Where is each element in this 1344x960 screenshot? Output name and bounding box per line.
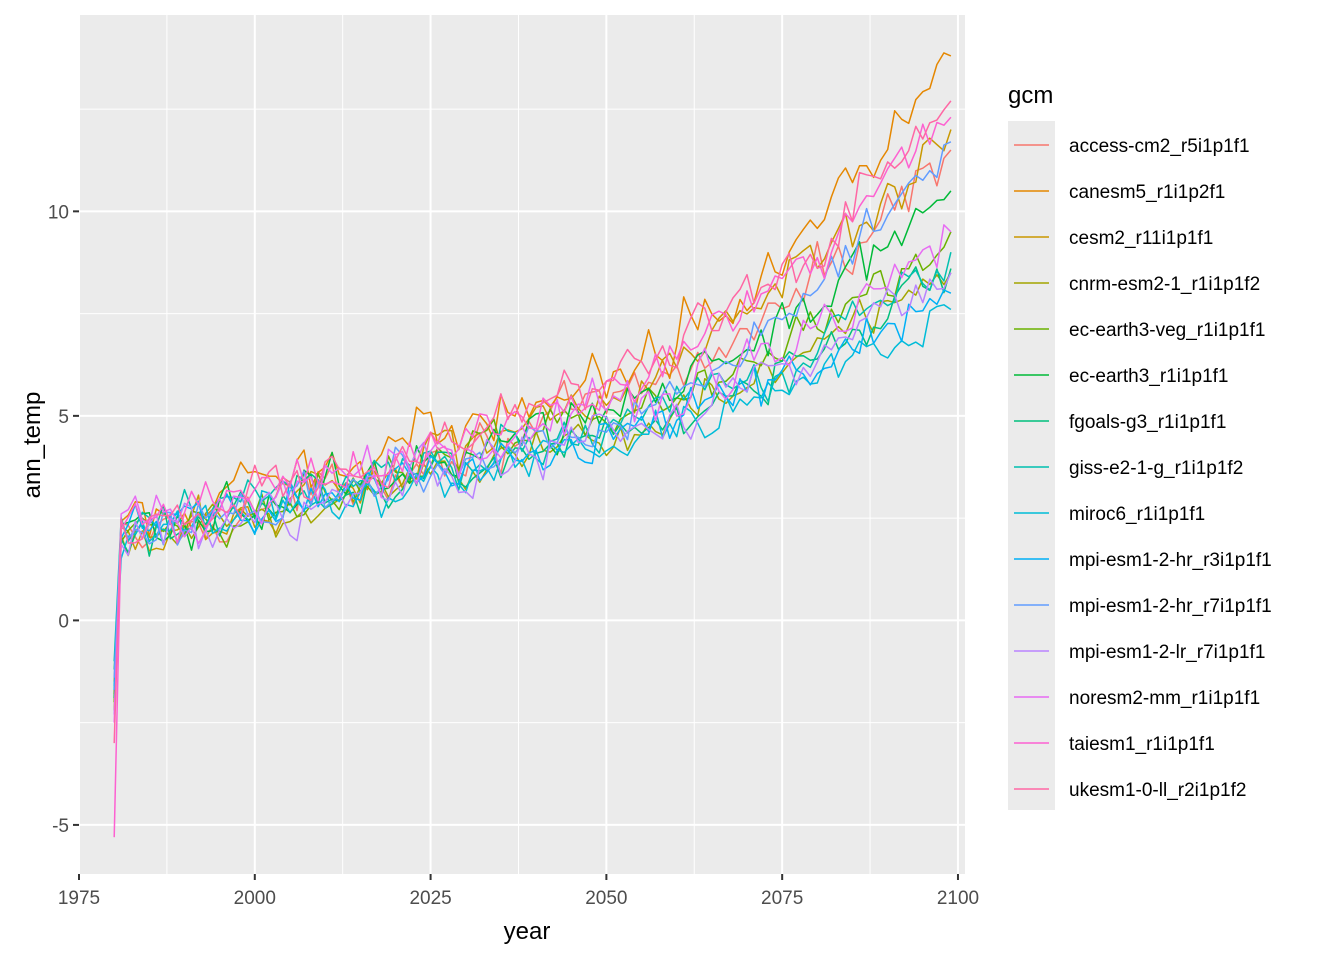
legend-label-fgoals-g3_r1i1p1f1: fgoals-g3_r1i1p1f1 (1069, 412, 1226, 433)
x-axis: 1975 2000 2025 2050 2075 2100 (58, 874, 979, 909)
x-tick-label: 2100 (937, 888, 979, 909)
y-axis: -5 0 5 10 (48, 202, 79, 837)
series-line-noresm2-mm_r1i1p1f1 (113, 224, 952, 723)
legend-key-background (1008, 121, 1055, 810)
series-line-ukesm1-0-ll_r2i1p1f2 (113, 100, 952, 744)
x-tick-label: 2025 (409, 888, 451, 909)
legend-label-ec-earth3-veg_r1i1p1f1: ec-earth3-veg_r1i1p1f1 (1069, 320, 1265, 341)
series-line-cnrm-esm2-1_r1i1p1f2 (113, 272, 952, 711)
y-tick-label: -5 (52, 816, 69, 837)
y-tick-label: 0 (58, 611, 69, 632)
series-line-fgoals-g3_r1i1p1f1 (113, 266, 952, 670)
legend-label-cnrm-esm2-1_r1i1p1f2: cnrm-esm2-1_r1i1p1f2 (1069, 274, 1260, 295)
legend-label-ukesm1-0-ll_r2i1p1f2: ukesm1-0-ll_r2i1p1f2 (1069, 780, 1246, 801)
y-tick-label: 10 (48, 202, 69, 223)
x-tick-label: 2050 (585, 888, 627, 909)
series-lines (113, 52, 952, 838)
series-line-taiesm1_r1i1p1f1 (113, 116, 952, 838)
series-line-giss-e2-1-g_r1i1p1f2 (113, 252, 952, 662)
series-line-mpi-esm1-2-hr_r3i1p1f1 (113, 289, 952, 690)
y-tick-label: 5 (58, 407, 69, 428)
legend-title: gcm (1008, 82, 1053, 109)
x-axis-title: year (504, 918, 551, 945)
legend-label-mpi-esm1-2-lr_r7i1p1f1: mpi-esm1-2-lr_r7i1p1f1 (1069, 642, 1265, 663)
legend-label-ec-earth3_r1i1p1f1: ec-earth3_r1i1p1f1 (1069, 366, 1229, 387)
legend-label-mpi-esm1-2-hr_r3i1p1f1: mpi-esm1-2-hr_r3i1p1f1 (1069, 550, 1272, 571)
major-grid (78, 15, 965, 874)
legend-label-giss-e2-1-g_r1i1p1f2: giss-e2-1-g_r1i1p1f2 (1069, 458, 1243, 479)
legend: gcm access-cm2_r5i1p1f1 canesm5_r1i1p2f1c… (1008, 82, 1272, 810)
x-tick-label: 2075 (761, 888, 803, 909)
series-line-mpi-esm1-2-lr_r7i1p1f1 (113, 272, 952, 715)
legend-label-noresm2-mm_r1i1p1f1: noresm2-mm_r1i1p1f1 (1069, 688, 1260, 709)
y-axis-title: ann_temp (19, 392, 46, 499)
legend-label-mpi-esm1-2-hr_r7i1p1f1: mpi-esm1-2-hr_r7i1p1f1 (1069, 596, 1272, 617)
legend-label-canesm5_r1i1p2f1: canesm5_r1i1p2f1 (1069, 182, 1225, 203)
legend-label-miroc6_r1i1p1f1: miroc6_r1i1p1f1 (1069, 504, 1205, 525)
legend-label-taiesm1_r1i1p1f1: taiesm1_r1i1p1f1 (1069, 734, 1215, 755)
legend-label-cesm2_r11i1p1f1: cesm2_r11i1p1f1 (1069, 228, 1213, 249)
legend-label-access-cm2_r5i1p1f1: access-cm2_r5i1p1f1 (1069, 136, 1250, 157)
x-tick-label: 2000 (234, 888, 276, 909)
series-line-cesm2_r11i1p1f1 (113, 129, 952, 695)
x-tick-label: 1975 (58, 888, 100, 909)
